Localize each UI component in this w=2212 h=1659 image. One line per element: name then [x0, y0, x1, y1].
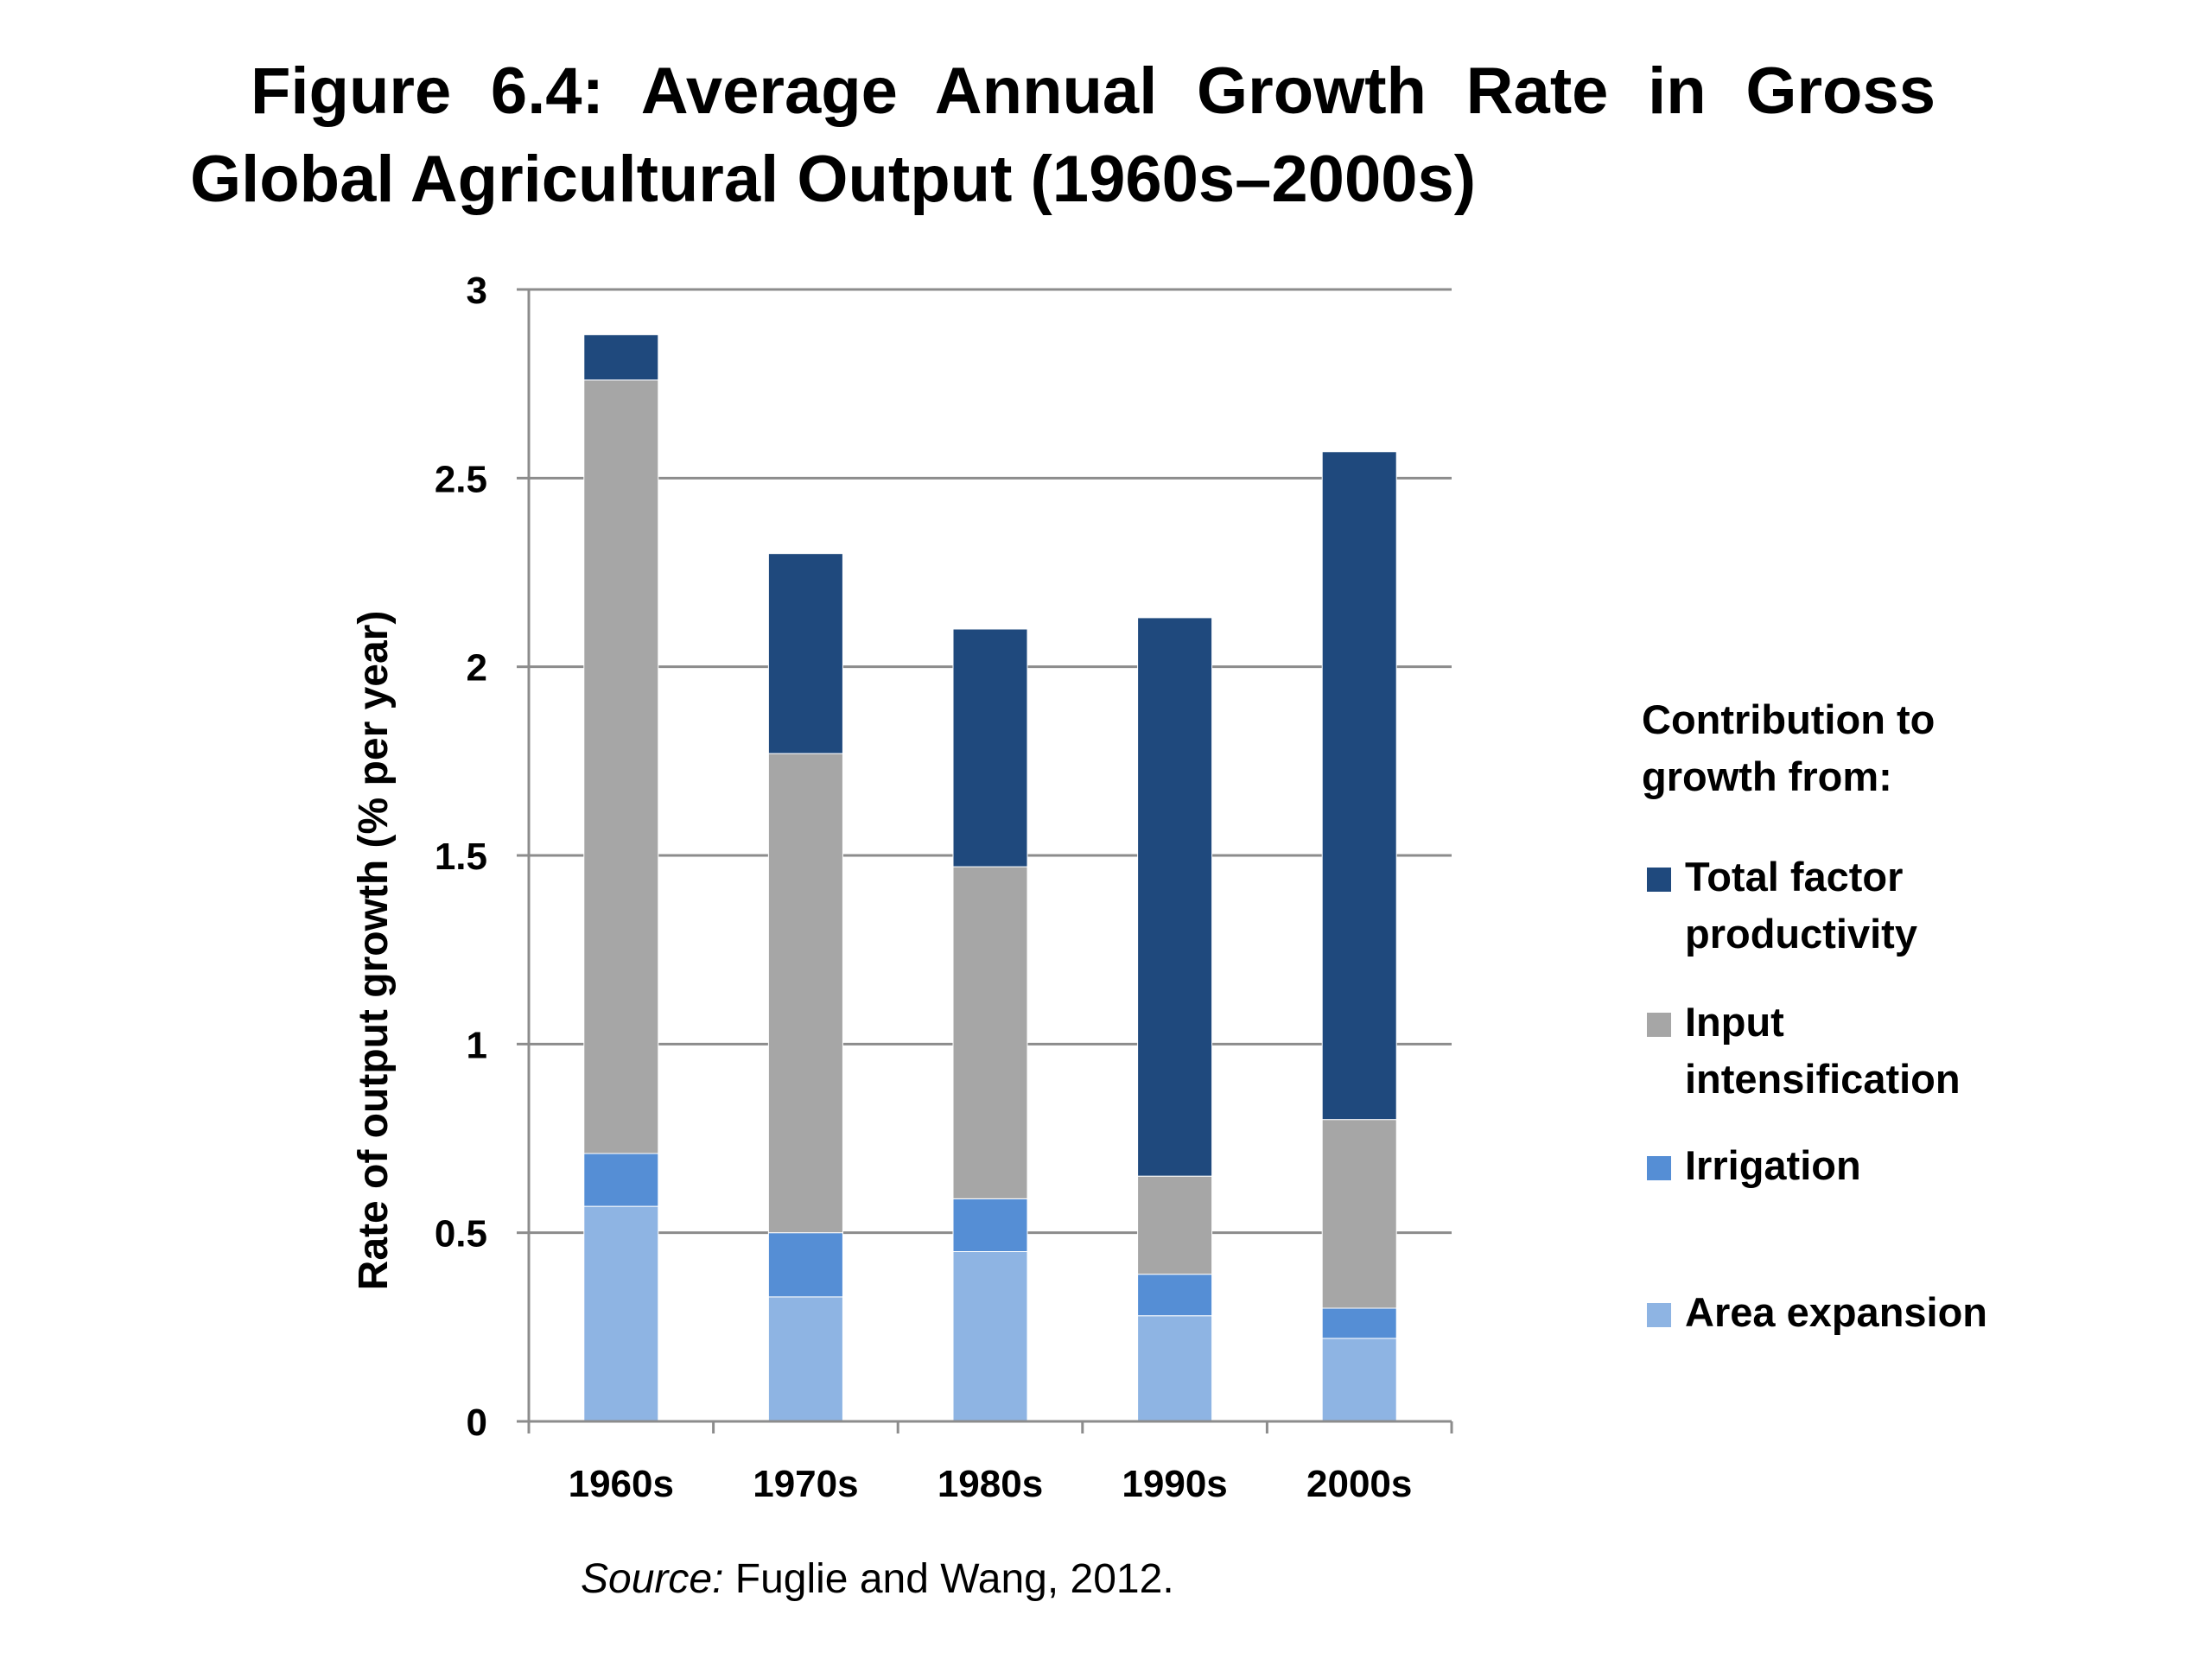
- bar-segment-total-factor-productivity: [583, 334, 659, 381]
- source-note: Source: Fuglie and Wang, 2012.: [581, 1555, 1174, 1603]
- legend-item-input-intensification: Input intensification: [1642, 994, 2091, 1108]
- y-tick-label: 2: [467, 647, 487, 690]
- y-tick-label: 0.5: [435, 1213, 487, 1255]
- source-label: Source:: [581, 1556, 724, 1602]
- bar-segment-input-intensification: [1321, 1119, 1397, 1309]
- legend-label-line-2: productivity: [1685, 911, 1917, 957]
- y-axis-label: Rate of output growth (% per year): [351, 611, 397, 1291]
- bar-segment-input-intensification: [583, 379, 659, 1154]
- legend-heading-line-2: growth from:: [1642, 753, 1892, 799]
- bar-segment-irrigation: [1321, 1307, 1397, 1339]
- bar-segment-input-intensification: [952, 866, 1028, 1199]
- bar-segment-irrigation: [1137, 1274, 1213, 1317]
- bar-segment-total-factor-productivity: [767, 553, 843, 754]
- legend: Contribution to growth from: Total facto…: [1642, 691, 2091, 1341]
- legend-heading: Contribution to growth from:: [1642, 691, 2091, 805]
- legend-label: Irrigation: [1685, 1142, 1861, 1188]
- axes: 0 0.5 1 1.5 2 2.5 3 1960s 1970s 1980s 1990s 2000s: [435, 270, 1453, 1505]
- bar-segment-area-expansion: [952, 1251, 1028, 1422]
- bar-segment-area-expansion: [1321, 1338, 1397, 1422]
- bar-segment-total-factor-productivity: [1137, 617, 1213, 1177]
- bar-segment-irrigation: [583, 1153, 659, 1207]
- legend-label-line-1: Total factor: [1685, 854, 1904, 899]
- legend-swatch-input-intensification: [1647, 1013, 1671, 1037]
- legend-swatch-area-expansion: [1647, 1303, 1671, 1327]
- x-tick-label: 1960s: [569, 1463, 674, 1505]
- bar-segment-area-expansion: [1137, 1315, 1213, 1422]
- bar-segment-area-expansion: [767, 1296, 843, 1422]
- legend-label: Area expansion: [1685, 1289, 1988, 1335]
- bar-segment-irrigation: [952, 1198, 1028, 1253]
- bar-segment-irrigation: [767, 1232, 843, 1298]
- x-tick-label: 2000s: [1306, 1463, 1412, 1505]
- x-tick-label: 1990s: [1122, 1463, 1227, 1505]
- x-tick-label: 1980s: [938, 1463, 1043, 1505]
- legend-swatch-irrigation: [1647, 1156, 1671, 1180]
- legend-swatch-total-factor-productivity: [1647, 868, 1671, 892]
- legend-item-irrigation: Irrigation: [1642, 1137, 2091, 1194]
- source-text: Fuglie and Wang, 2012.: [723, 1556, 1174, 1602]
- bar-segment-input-intensification: [767, 753, 843, 1234]
- bars: [583, 334, 1397, 1422]
- legend-label-line-2: intensification: [1685, 1056, 1961, 1102]
- legend-item-area-expansion: Area expansion: [1642, 1284, 2091, 1341]
- chart-title-line-1: Figure 6.4: Average Annual Growth Rate i…: [251, 54, 1936, 128]
- y-tick-label: 2.5: [435, 458, 487, 500]
- bar-segment-input-intensification: [1137, 1175, 1213, 1275]
- x-tick-label: 1970s: [753, 1463, 858, 1505]
- legend-label-line-1: Input: [1685, 999, 1784, 1045]
- legend-item-total-factor-productivity: Total factor productivity: [1642, 849, 2091, 963]
- chart-title-line-2: Global Agricultural Output (1960s–2000s): [190, 143, 1477, 216]
- y-tick-label: 1: [467, 1024, 487, 1066]
- bar-segment-area-expansion: [583, 1205, 659, 1422]
- legend-heading-line-1: Contribution to: [1642, 696, 1936, 742]
- y-tick-label: 1.5: [435, 836, 487, 878]
- y-tick-label: 3: [467, 270, 487, 312]
- y-tick-label: 0: [467, 1402, 487, 1444]
- bar-segment-total-factor-productivity: [952, 628, 1028, 868]
- bar-segment-total-factor-productivity: [1321, 451, 1397, 1121]
- chart-title: Figure 6.4: Average Annual Growth Rate i…: [190, 48, 1936, 224]
